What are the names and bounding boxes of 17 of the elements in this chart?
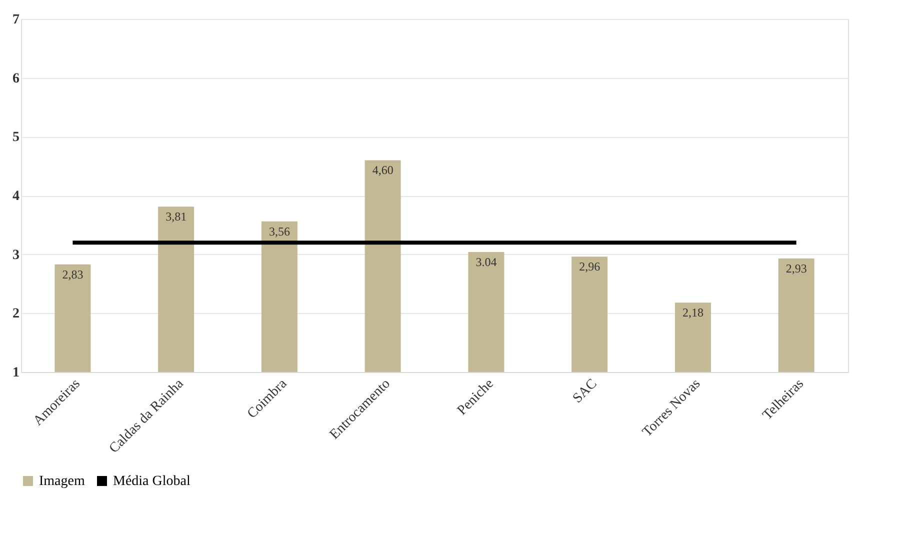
data-label: 3,56 <box>268 224 290 238</box>
y-tick-label: 1 <box>12 366 20 380</box>
y-tick-label: 3 <box>12 248 20 263</box>
data-label: 2,96 <box>579 260 600 274</box>
legend-label: Média Global <box>113 474 190 489</box>
data-label: 4,60 <box>372 163 394 178</box>
y-tick-label: 2 <box>12 306 20 322</box>
data-label: 2,93 <box>786 261 807 276</box>
data-label: 2,18 <box>682 306 704 320</box>
y-tick-label: 4 <box>12 189 20 204</box>
y-tick-label: 6 <box>12 71 20 86</box>
y-tick-label: 7 <box>12 12 20 28</box>
data-label: 3,81 <box>166 210 187 224</box>
data-label: 2,83 <box>62 267 84 282</box>
y-tick-label: 5 <box>12 130 20 146</box>
data-label: 3.04 <box>476 254 497 269</box>
legend-label: Imagem <box>39 474 85 489</box>
